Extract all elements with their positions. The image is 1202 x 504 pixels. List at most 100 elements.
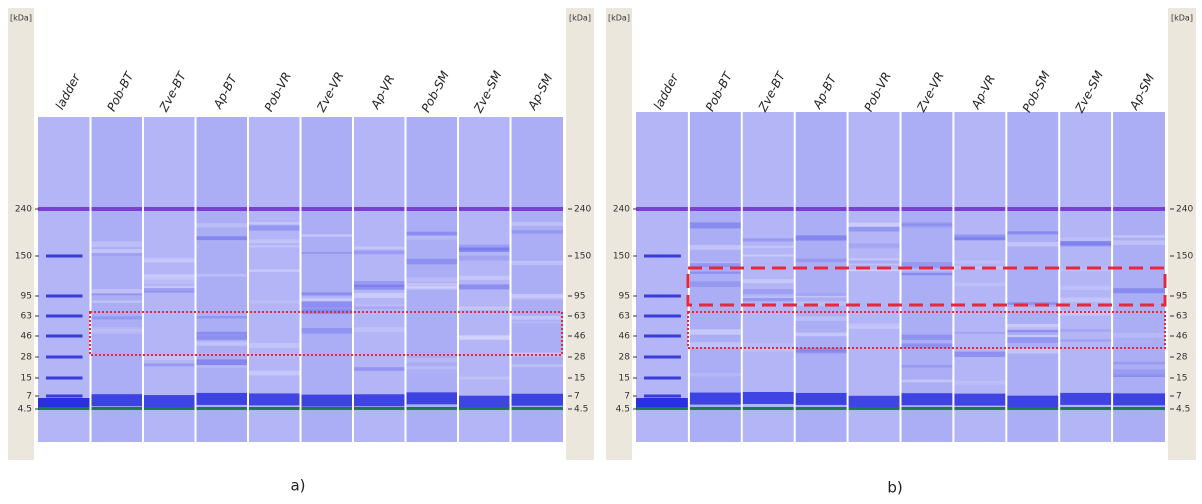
band-4-5	[1006, 407, 1059, 410]
protein-band	[1006, 348, 1059, 353]
protein-band	[91, 300, 144, 302]
marker-label: 7	[26, 392, 32, 402]
band-240	[848, 207, 901, 211]
protein-band	[953, 235, 1006, 240]
protein-band	[795, 302, 848, 306]
lane	[1059, 112, 1112, 442]
lane-label: Ap-BT	[210, 71, 240, 111]
marker-label: 4.5	[1176, 405, 1190, 415]
protein-band	[511, 321, 564, 323]
ladder-band	[644, 315, 681, 318]
dark-band	[742, 392, 795, 404]
marker-label: 240	[15, 205, 32, 215]
lane	[301, 117, 354, 442]
band-4-5	[901, 407, 954, 410]
protein-band	[1006, 324, 1059, 330]
lane-bg	[91, 117, 144, 442]
lane-bg	[1006, 112, 1059, 442]
marker-label: 63	[1176, 312, 1187, 322]
protein-band	[795, 294, 848, 296]
lane	[458, 117, 511, 442]
protein-band	[953, 332, 1006, 334]
band-240	[143, 207, 196, 211]
protein-band	[301, 328, 354, 334]
protein-band	[248, 239, 301, 243]
band-4-5	[848, 407, 901, 410]
lane-bg	[689, 112, 742, 442]
lane	[91, 117, 144, 442]
protein-band	[1059, 339, 1112, 342]
protein-band	[458, 276, 511, 280]
protein-band	[953, 283, 1006, 286]
protein-band	[1006, 337, 1059, 342]
protein-band	[742, 246, 795, 248]
lane	[689, 112, 742, 442]
unit-label: [kDa]	[608, 14, 630, 23]
lane-label: ladder	[651, 71, 682, 112]
ladder-band	[46, 377, 83, 380]
protein-band	[742, 289, 795, 294]
ladder-band	[644, 295, 681, 298]
lane-label: Pob-SM	[1020, 68, 1054, 114]
protein-band	[301, 292, 354, 298]
lane-bg	[511, 117, 564, 442]
lane-label: Zve-SM	[1072, 68, 1106, 116]
band-4-5	[511, 407, 564, 410]
protein-band	[406, 277, 459, 282]
protein-band	[458, 245, 511, 251]
lane	[511, 117, 564, 442]
protein-band	[848, 269, 901, 271]
band-4-5	[196, 407, 249, 410]
marker-label: 95	[21, 292, 32, 302]
protein-band	[953, 261, 1006, 264]
unit-label: [kDa]	[10, 14, 32, 23]
marker-label: 95	[1176, 292, 1187, 302]
lane-bg	[953, 112, 1006, 442]
dark-band	[196, 393, 249, 405]
lane	[1006, 112, 1059, 442]
marker-label: 150	[574, 252, 591, 262]
lane-label: Zve-VR	[314, 69, 347, 115]
ladder-band	[644, 255, 681, 258]
unit-label: [kDa]	[569, 14, 591, 23]
protein-band	[248, 343, 301, 348]
protein-band	[143, 356, 196, 360]
lane-bg	[848, 112, 901, 442]
unit-label: [kDa]	[1171, 14, 1193, 23]
band-4-5	[742, 407, 795, 410]
protein-band	[901, 380, 954, 383]
protein-band	[91, 289, 144, 294]
dark-band	[953, 394, 1006, 406]
marker-label: 46	[619, 332, 631, 342]
lane	[795, 112, 848, 442]
lane	[901, 112, 954, 442]
lane-bg	[1059, 112, 1112, 442]
lane-bg	[353, 117, 406, 442]
protein-band	[143, 363, 196, 366]
protein-band	[689, 222, 742, 228]
dark-band	[38, 398, 91, 408]
marker-label: 28	[574, 353, 586, 363]
protein-band	[196, 223, 249, 227]
lane-bg	[301, 117, 354, 442]
lane	[1112, 112, 1165, 442]
lane-label: Ap-SM	[525, 71, 556, 113]
band-240	[91, 207, 144, 211]
protein-band	[248, 371, 301, 376]
dark-band	[406, 392, 459, 404]
protein-band	[901, 222, 954, 225]
marker-label: 95	[619, 292, 630, 302]
protein-band	[353, 304, 406, 308]
lane	[143, 117, 196, 442]
protein-band	[143, 278, 196, 284]
protein-band	[143, 258, 196, 260]
protein-band	[742, 238, 795, 241]
band-4-5	[1059, 407, 1112, 410]
protein-band	[795, 259, 848, 263]
marker-label: 4.5	[18, 405, 32, 415]
marker-label: 7	[574, 392, 580, 402]
protein-band	[353, 293, 406, 298]
protein-band	[301, 234, 354, 236]
band-240	[353, 207, 406, 211]
band-240	[38, 207, 91, 211]
